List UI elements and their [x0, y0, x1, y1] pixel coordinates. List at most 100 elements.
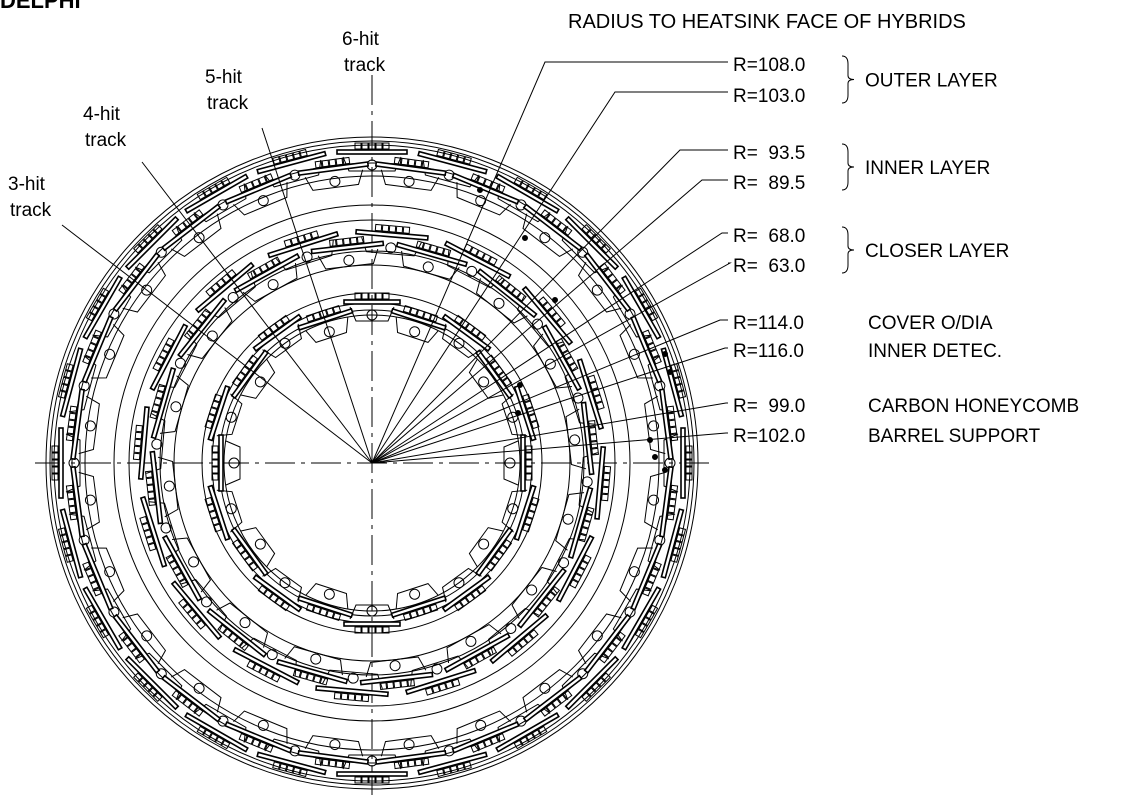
- chip: [487, 646, 498, 657]
- chip: [96, 622, 106, 633]
- chip: [274, 597, 285, 608]
- chip: [335, 238, 344, 247]
- chip: [155, 355, 166, 366]
- chip: [382, 142, 390, 150]
- chip: [429, 603, 439, 613]
- module: [374, 156, 447, 191]
- leader-line: [371, 149, 728, 464]
- arrow-tip: [662, 467, 668, 473]
- hybrid: [233, 710, 288, 744]
- chip: [210, 400, 220, 410]
- chip: [429, 244, 438, 253]
- chip: [470, 173, 480, 183]
- module: [204, 484, 243, 542]
- module: [577, 613, 632, 674]
- chip: [349, 236, 358, 245]
- hybrid: [468, 359, 504, 399]
- chip: [395, 225, 404, 234]
- hybrid: [284, 646, 343, 676]
- chip: [669, 491, 678, 500]
- chip: [537, 725, 548, 736]
- hybrid: [446, 623, 502, 664]
- chip: [245, 735, 255, 745]
- chip: [168, 560, 179, 570]
- chip: [118, 284, 128, 295]
- chip: [211, 466, 219, 474]
- chip: [463, 156, 472, 165]
- chip: [589, 381, 599, 391]
- chip: [235, 544, 246, 555]
- chip: [303, 232, 313, 242]
- sensor: [232, 646, 301, 686]
- chip: [238, 733, 248, 743]
- chip: [157, 383, 166, 393]
- sensor: [343, 299, 401, 305]
- chip: [416, 607, 425, 617]
- pin: [193, 232, 205, 244]
- hybrid: [532, 333, 573, 389]
- chip: [596, 238, 607, 249]
- chip: [280, 314, 291, 325]
- module: [252, 313, 303, 359]
- track-label: 6-hit: [342, 29, 380, 50]
- sensor: [59, 347, 84, 418]
- radius-value: R= 99.0: [733, 396, 805, 417]
- chip: [523, 633, 534, 644]
- chip: [416, 309, 425, 319]
- chip: [354, 142, 362, 150]
- chip: [522, 523, 531, 533]
- module: [443, 623, 511, 674]
- track-label: track: [344, 55, 386, 76]
- chip: [496, 733, 506, 743]
- hybrid: [240, 359, 276, 399]
- module: [124, 215, 183, 274]
- chip: [204, 496, 214, 506]
- chip: [342, 761, 351, 770]
- chip: [251, 738, 261, 748]
- sensor: [564, 215, 620, 271]
- chip: [616, 631, 626, 642]
- chip: [670, 554, 679, 563]
- chip: [248, 561, 259, 572]
- sensor: [355, 228, 429, 241]
- chip: [685, 466, 693, 474]
- module: [124, 652, 183, 711]
- sensor: [417, 751, 488, 776]
- chip: [551, 312, 562, 323]
- pin: [188, 556, 200, 568]
- chip: [178, 598, 188, 609]
- chip: [208, 406, 218, 416]
- chip: [481, 649, 491, 660]
- sensor: [374, 161, 447, 176]
- pin: [329, 739, 341, 751]
- leader-line: [371, 61, 728, 464]
- chip: [422, 242, 432, 252]
- chip: [268, 323, 279, 333]
- module: [561, 215, 620, 274]
- pin: [301, 251, 313, 263]
- chip: [142, 233, 153, 244]
- hybrid: [304, 735, 364, 757]
- module: [132, 406, 166, 480]
- pin: [366, 309, 378, 321]
- hybrid: [171, 537, 212, 593]
- sensor: [252, 574, 303, 613]
- sensor: [161, 534, 203, 602]
- chip: [601, 493, 609, 502]
- pin: [648, 420, 660, 432]
- pin: [163, 480, 175, 492]
- pin: [266, 649, 278, 661]
- chip: [84, 567, 94, 578]
- chip: [264, 669, 275, 680]
- chip: [485, 561, 496, 572]
- chip: [393, 680, 402, 689]
- chip: [611, 279, 622, 290]
- chip: [634, 628, 645, 639]
- chip: [578, 533, 587, 543]
- chip: [96, 293, 106, 304]
- chip: [498, 544, 509, 555]
- brace: [841, 143, 855, 191]
- chip: [158, 349, 169, 360]
- pin: [239, 617, 251, 629]
